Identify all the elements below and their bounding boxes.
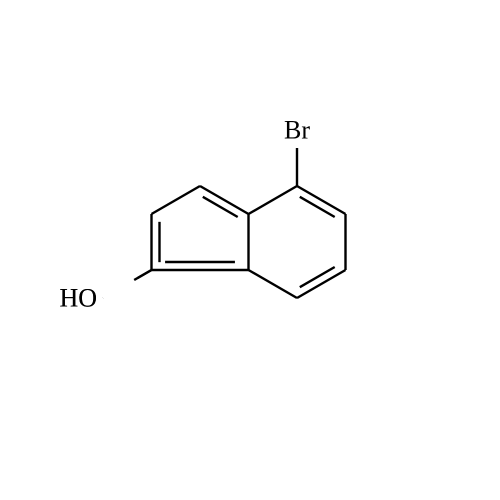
svg-text:HO: HO	[59, 284, 97, 313]
br-label: Br	[284, 116, 310, 145]
molecule-diagram: HOBrHO	[0, 0, 500, 500]
